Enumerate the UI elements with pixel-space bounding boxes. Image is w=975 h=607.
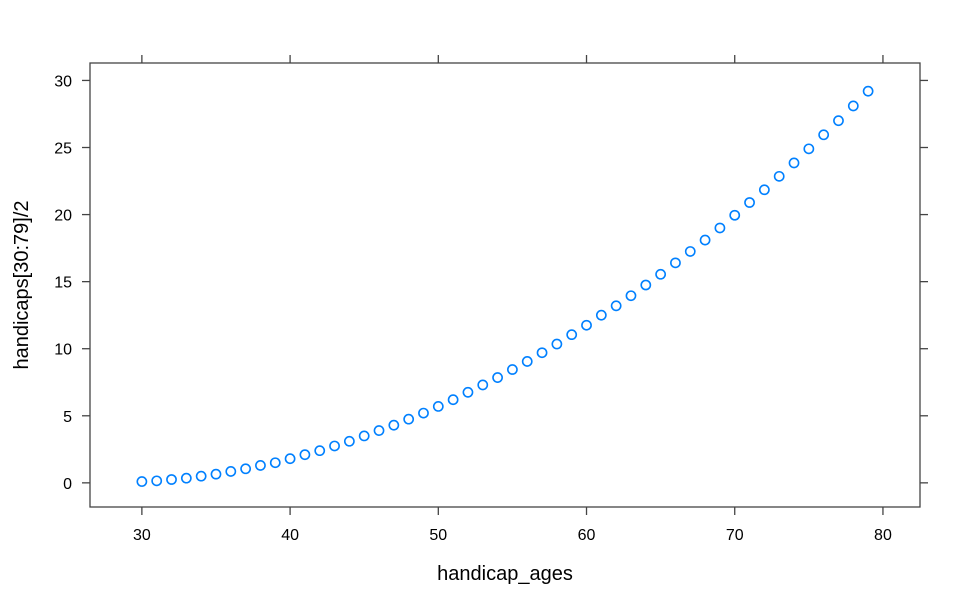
data-point (492, 372, 503, 383)
data-point (610, 300, 622, 312)
x-tick-label: 70 (726, 527, 744, 544)
data-point (195, 470, 207, 482)
data-point (269, 457, 281, 469)
x-axis: 30 40 50 60 70 80 (133, 55, 892, 544)
data-point (714, 222, 726, 234)
data-point (862, 85, 874, 97)
data-point (847, 100, 859, 112)
data-point (788, 157, 800, 169)
data-point (151, 475, 163, 487)
data-point (343, 435, 355, 447)
data-point (536, 347, 548, 359)
data-point (773, 170, 785, 182)
x-tick-label: 80 (874, 527, 892, 544)
y-axis: 0 5 10 15 20 25 30 (54, 73, 928, 493)
data-point (136, 476, 148, 487)
data-point (255, 460, 266, 471)
x-tick-label: 30 (133, 527, 151, 544)
data-point (551, 338, 563, 350)
data-point (581, 319, 592, 331)
data-point (640, 279, 652, 291)
data-point (166, 474, 177, 485)
data-point (210, 468, 222, 480)
data-point (803, 143, 815, 155)
data-point (744, 197, 755, 208)
data-point (314, 445, 326, 457)
data-point (299, 449, 311, 461)
data-point (625, 290, 637, 302)
data-point (403, 413, 415, 425)
y-tick-label: 20 (54, 208, 72, 225)
data-point (566, 329, 578, 341)
x-axis-label: handicap_ages (437, 563, 573, 585)
x-tick-label: 60 (578, 527, 596, 544)
data-point (240, 463, 252, 475)
data-point (447, 394, 459, 406)
y-tick-label: 25 (54, 141, 72, 158)
y-tick-label: 30 (54, 73, 72, 90)
data-point (507, 364, 518, 375)
x-tick-label: 50 (429, 527, 447, 544)
data-point (729, 209, 741, 221)
x-tick-label: 40 (281, 527, 299, 544)
data-point (388, 419, 400, 431)
data-point (521, 356, 533, 367)
y-axis-label: handicaps[30:79]/2 (11, 200, 33, 369)
y-tick-label: 10 (54, 342, 72, 359)
data-point (684, 246, 696, 257)
data-point (595, 309, 607, 321)
data-point (699, 234, 711, 246)
y-tick-label: 15 (54, 275, 72, 292)
data-points (136, 85, 874, 487)
data-point (358, 430, 370, 442)
data-point (655, 268, 667, 280)
data-point (462, 386, 474, 398)
data-point (432, 400, 444, 412)
data-point (373, 425, 385, 436)
data-point (418, 407, 429, 419)
y-tick-label: 5 (63, 409, 72, 426)
data-point (225, 466, 237, 477)
data-point (670, 257, 681, 269)
data-point (180, 472, 192, 484)
data-point (758, 184, 770, 196)
data-point (818, 129, 830, 141)
plot-frame (89, 62, 921, 508)
data-point (833, 115, 844, 127)
data-point (284, 453, 296, 465)
data-point (477, 379, 489, 391)
y-tick-label: 0 (63, 476, 72, 493)
data-point (329, 440, 340, 452)
